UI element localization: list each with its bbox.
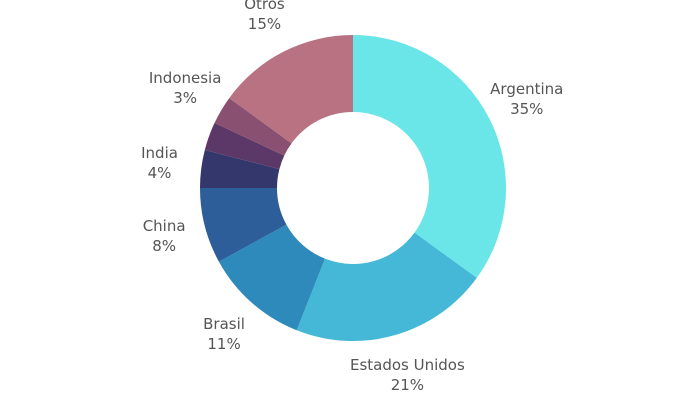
slice [214,98,292,156]
slice-label: Estados Unidos [350,356,465,374]
slice [204,122,285,170]
slice-value: 35% [510,100,543,118]
slice-label: China [143,217,186,235]
slice [296,232,477,342]
slice [200,188,287,262]
slice [353,35,506,278]
slice-value: 11% [207,335,240,353]
slice-value: 4% [148,164,172,182]
slice-label: Argentina [490,80,563,98]
slice-label: Otros [244,0,285,13]
slice [200,149,280,188]
slice-value: 21% [391,376,424,394]
slice [218,224,326,331]
slice-label: Indonesia [149,69,222,87]
slice-label: India [141,144,178,162]
slice-value: 15% [248,15,281,33]
slice-label: Brasil [203,315,245,333]
slice-value: 3% [173,89,197,107]
slice-value: 8% [152,237,176,255]
slice [229,35,353,144]
